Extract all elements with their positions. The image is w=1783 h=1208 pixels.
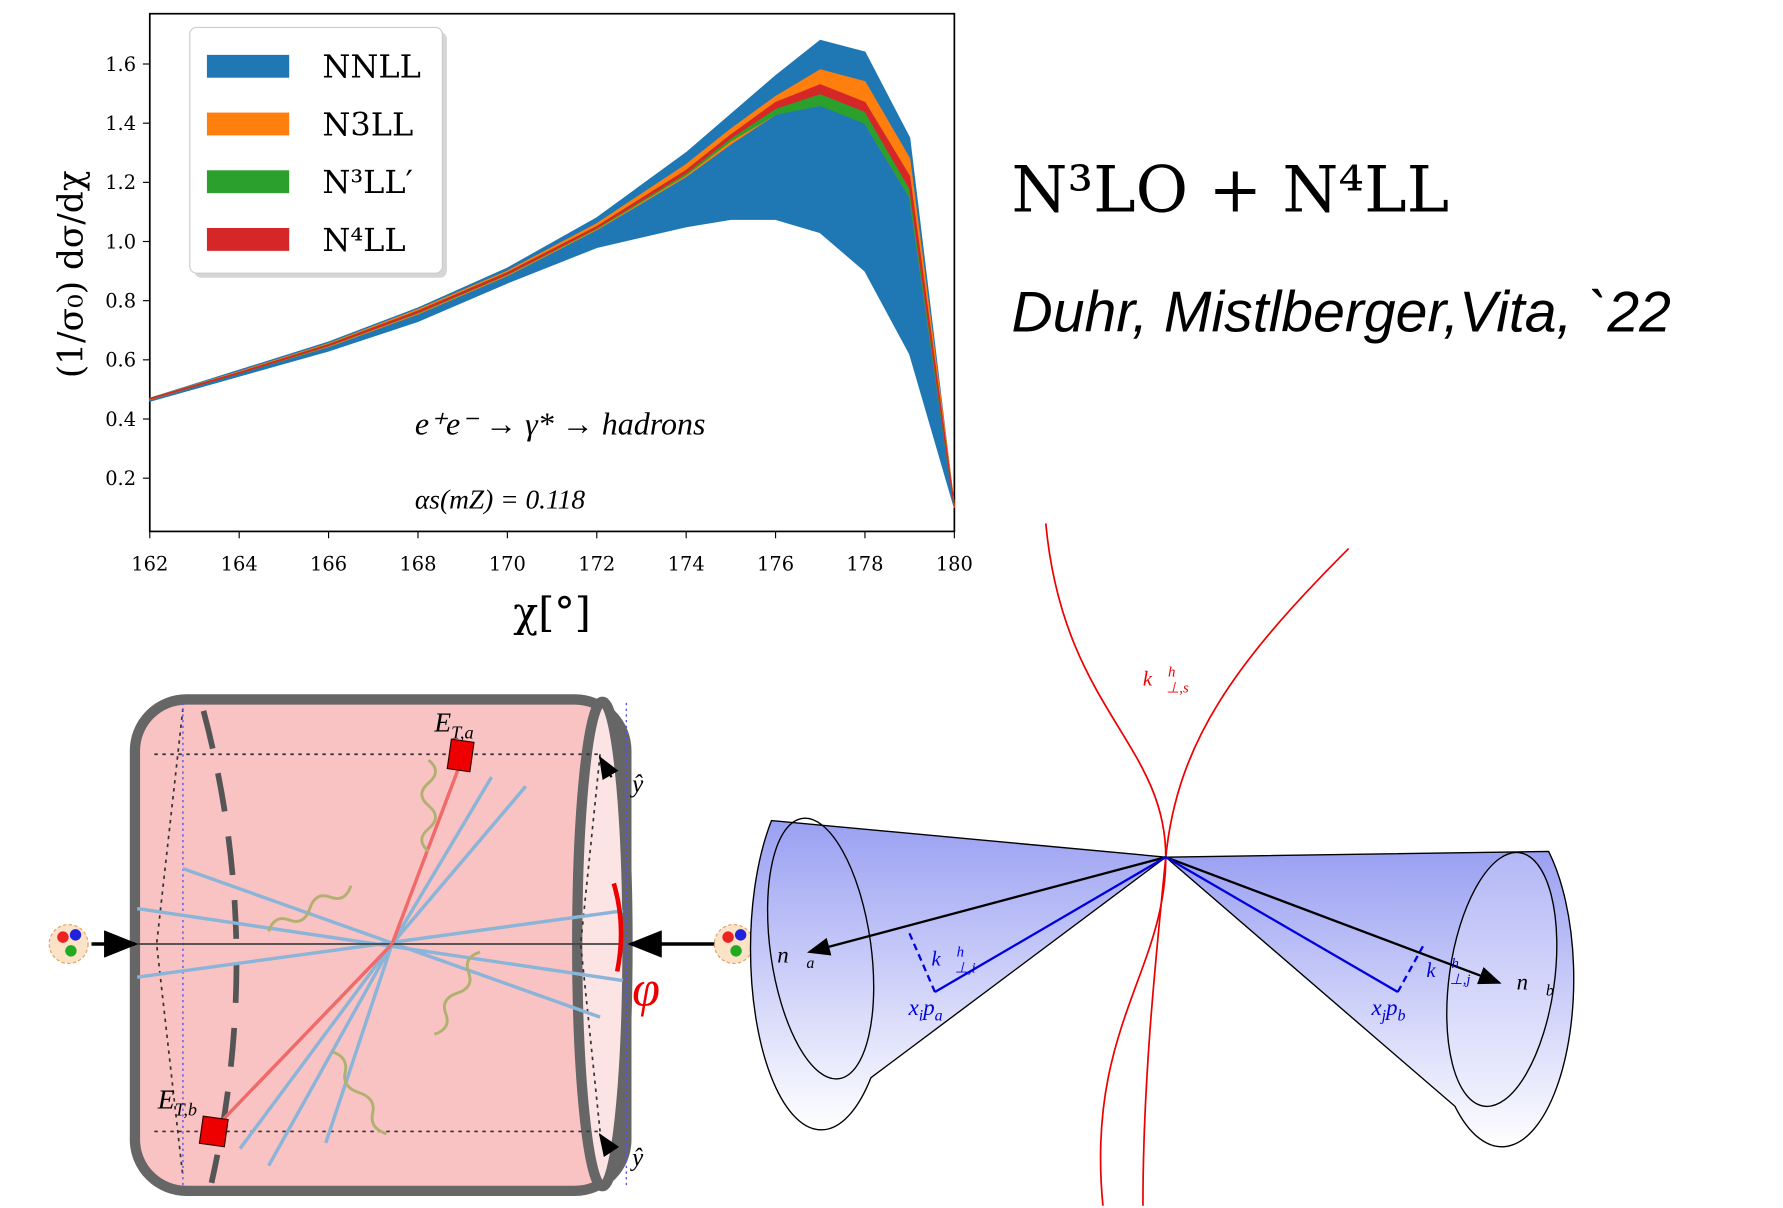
y-tick-label: 0.4 xyxy=(105,408,136,431)
y-axis-label: (1/σ₀) dσ/dχ xyxy=(51,170,91,378)
proton xyxy=(714,925,753,964)
calorimeter-hit xyxy=(199,1116,228,1147)
x-axis-label: χ[°] xyxy=(513,588,591,636)
legend-label: N3LL xyxy=(322,105,413,143)
y-tick-label: 1.2 xyxy=(105,171,136,194)
x-tick-label: 178 xyxy=(846,552,883,575)
x-tick-label: 164 xyxy=(221,552,258,575)
y-tick-label: 1.0 xyxy=(105,230,136,253)
y-tick-label: 1.4 xyxy=(105,112,136,135)
cone-diagram: k⃗h⊥,s k⃗h⊥,i k⃗h⊥,j n⃗a n⃗b xipa xjpb xyxy=(751,523,1574,1205)
heading: N³LO + N⁴LL xyxy=(1011,153,1449,227)
y-tick-label: 0.8 xyxy=(105,290,136,313)
legend: NNLL N3LL N³LL′ N⁴LL xyxy=(190,27,447,277)
legend-label: N⁴LL xyxy=(322,221,405,259)
x-tick-label: 162 xyxy=(131,552,168,575)
label: φ xyxy=(632,961,660,1017)
annotation: e⁺e⁻ → γ* → hadrons xyxy=(415,405,706,441)
chart: 162 164 166 168 170 172 174 176 178 180 0.2 0.4 0.6 0… xyxy=(51,14,973,637)
annotation: αs(mZ) = 0.118 xyxy=(415,485,585,515)
x-tick-label: 176 xyxy=(757,552,794,575)
x-tick-label: 172 xyxy=(578,552,615,575)
label: ŷ xyxy=(629,1145,644,1172)
cylinder-diagram: ET,a ET,b ŷ ŷ φ xyxy=(49,699,753,1190)
x-tick-label: 166 xyxy=(310,552,347,575)
x-tick-label: 180 xyxy=(936,552,973,575)
proton xyxy=(49,925,88,964)
calorimeter-hit xyxy=(447,739,474,772)
legend-label: N³LL′ xyxy=(322,163,413,201)
legend-swatch xyxy=(207,55,289,78)
legend-swatch xyxy=(207,228,289,251)
legend-label: NNLL xyxy=(322,48,421,86)
x-tick-label: 168 xyxy=(399,552,436,575)
legend-swatch xyxy=(207,113,289,136)
slide: 162 164 166 168 170 172 174 176 178 180 0.2 0.4 0.6 0… xyxy=(0,0,1783,1208)
citation: Duhr, Mistlberger,Vita, `22 xyxy=(1011,280,1670,344)
legend-swatch xyxy=(207,170,289,193)
x-tick-label: 170 xyxy=(489,552,526,575)
y-tick-label: 1.6 xyxy=(105,53,136,76)
label: ŷ xyxy=(629,771,644,798)
x-tick-label: 174 xyxy=(668,552,705,575)
label: k⃗h⊥,s xyxy=(1143,665,1189,697)
y-tick-label: 0.2 xyxy=(105,467,136,490)
y-tick-label: 0.6 xyxy=(105,349,136,372)
